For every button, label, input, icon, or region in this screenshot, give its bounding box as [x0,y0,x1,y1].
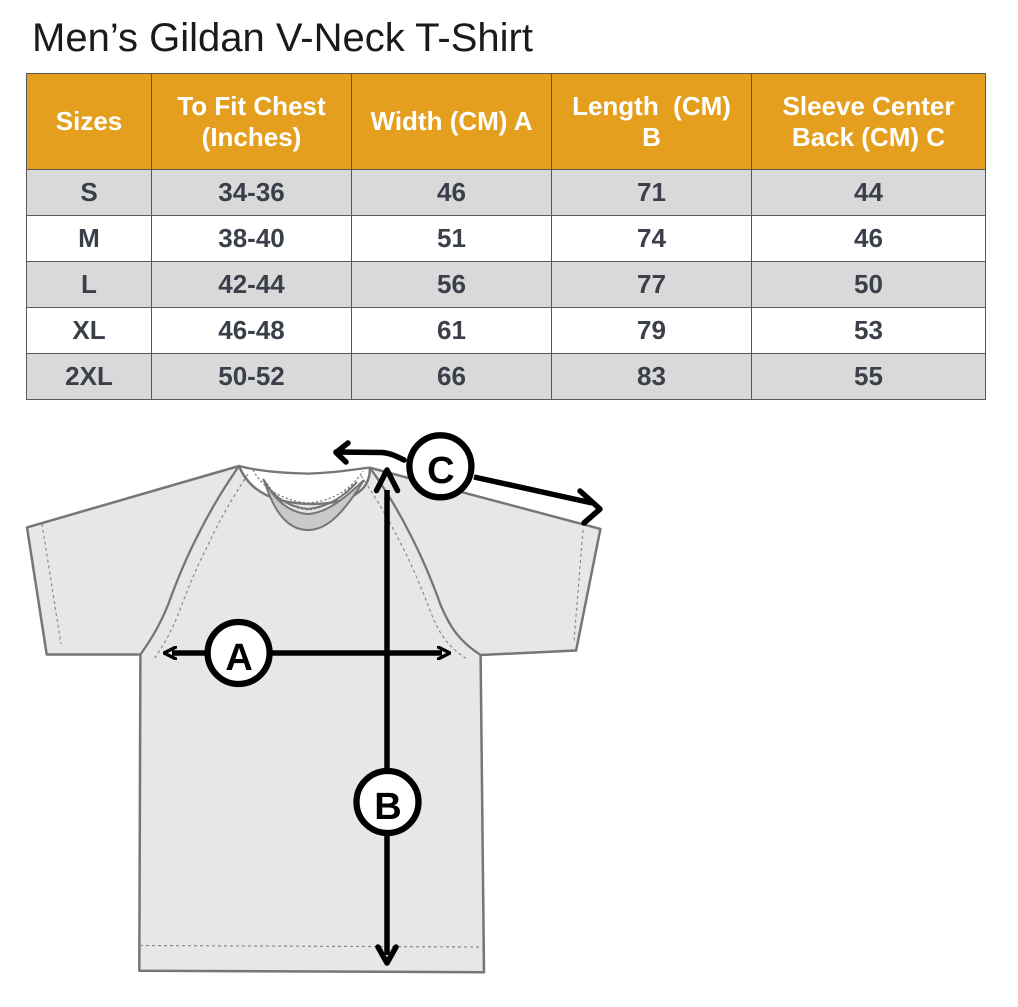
svg-text:C: C [427,450,454,492]
svg-text:B: B [374,786,400,828]
svg-text:A: A [225,637,252,679]
